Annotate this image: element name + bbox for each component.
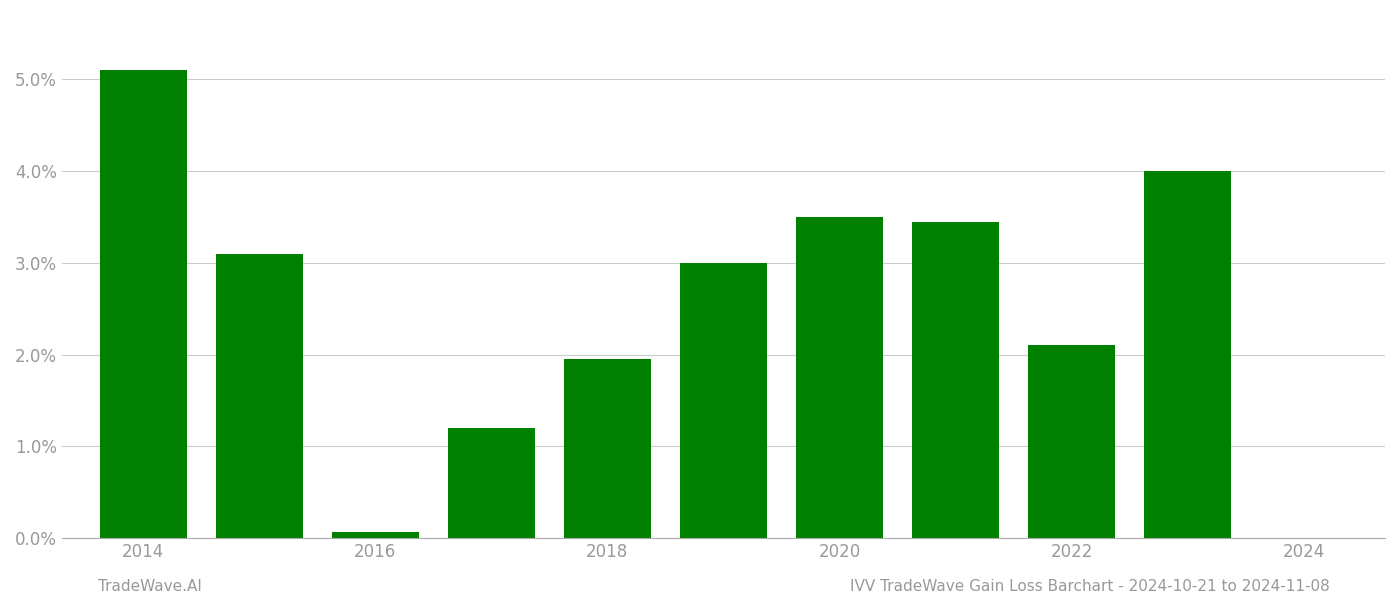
Bar [680, 263, 767, 538]
Bar [99, 70, 186, 538]
Bar [911, 221, 1000, 538]
Bar [564, 359, 651, 538]
Bar [332, 532, 419, 538]
Text: IVV TradeWave Gain Loss Barchart - 2024-10-21 to 2024-11-08: IVV TradeWave Gain Loss Barchart - 2024-… [850, 579, 1330, 594]
Text: TradeWave.AI: TradeWave.AI [98, 579, 202, 594]
Bar [216, 254, 302, 538]
Bar [1028, 346, 1116, 538]
Bar [797, 217, 883, 538]
Bar [1144, 171, 1231, 538]
Bar [448, 428, 535, 538]
